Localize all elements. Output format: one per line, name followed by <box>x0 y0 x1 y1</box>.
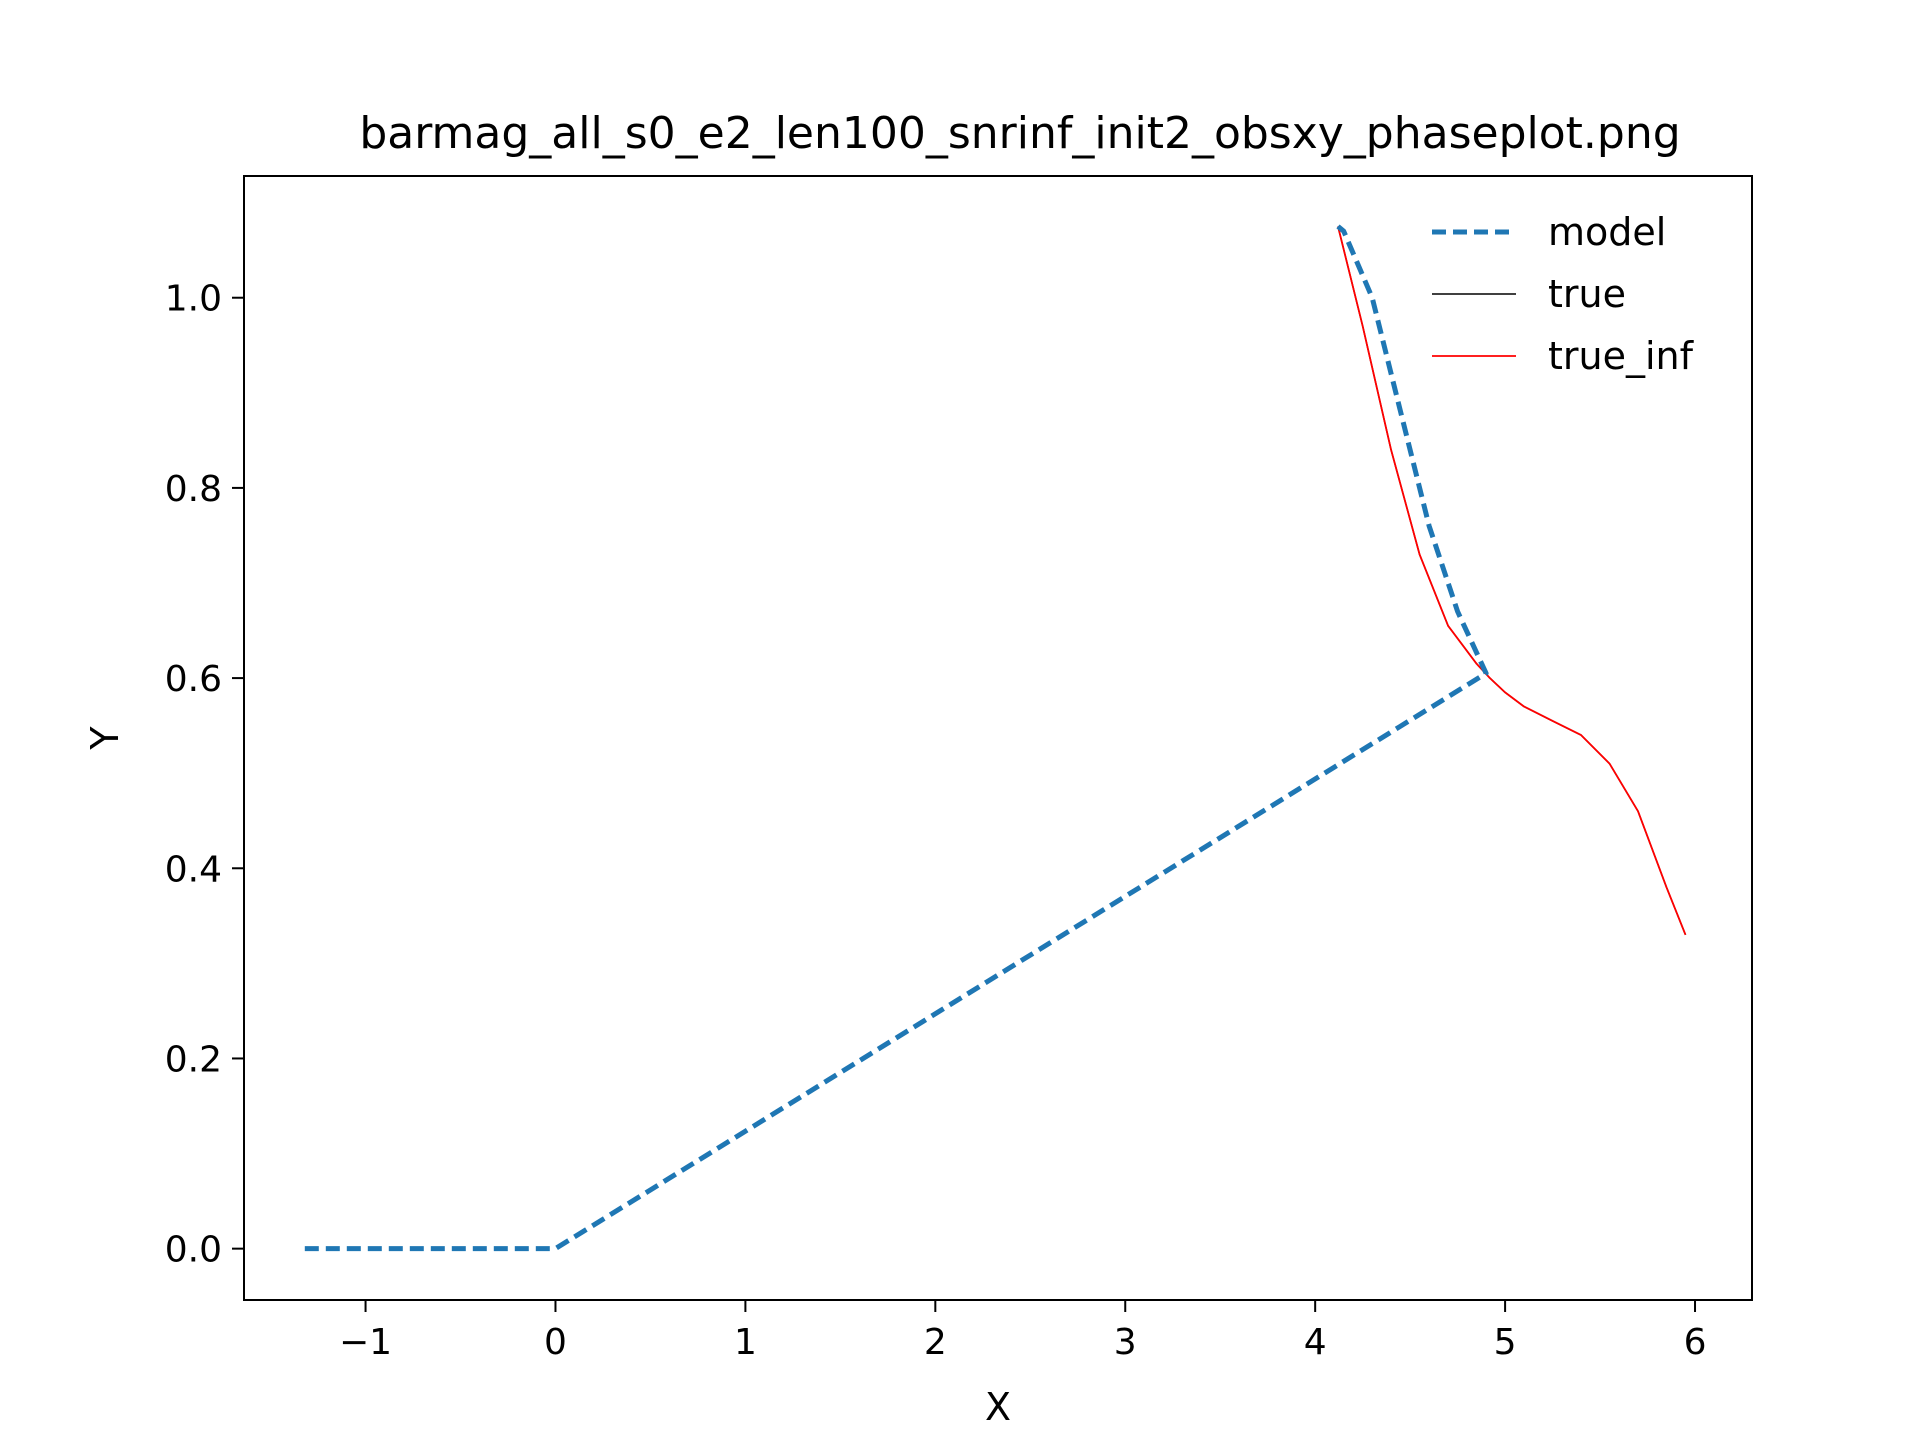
y-tick-label: 0.6 <box>165 659 222 700</box>
y-tick-label: 1.0 <box>165 279 222 320</box>
y-tick-label: 0.4 <box>165 849 222 890</box>
y-axis-label: Y <box>83 726 127 751</box>
plot-lines <box>304 224 1687 1252</box>
x-tick-label: 3 <box>1114 1322 1137 1363</box>
plot-frame <box>243 175 1753 1301</box>
x-tick-label: 0 <box>544 1322 567 1363</box>
x-axis-label: X <box>985 1385 1011 1429</box>
series-line-model <box>304 224 1489 1252</box>
x-tick-label: 2 <box>924 1322 947 1363</box>
y-tick-label: 0.8 <box>165 469 222 510</box>
legend-label-model: model <box>1548 210 1666 254</box>
chart-title: barmag_all_s0_e2_len100_snrinf_init2_obs… <box>359 108 1680 159</box>
x-tick-label: 4 <box>1304 1322 1327 1363</box>
y-tick-label: 0.2 <box>165 1039 222 1080</box>
legend-label-true: true <box>1548 272 1626 316</box>
x-axis-ticks: −1 0 1 2 3 4 5 6 <box>339 1300 1706 1363</box>
x-tick-label: 6 <box>1684 1322 1707 1363</box>
legend-label-true-inf: true_inf <box>1548 334 1695 378</box>
x-tick-label: −1 <box>339 1322 392 1363</box>
x-tick-label: 1 <box>734 1322 757 1363</box>
x-tick-label: 5 <box>1494 1322 1517 1363</box>
series-line-true-inf <box>1337 226 1687 936</box>
y-axis-ticks: 0.0 0.2 0.4 0.6 0.8 1.0 <box>165 279 244 1271</box>
legend: model true true_inf <box>1432 210 1695 378</box>
y-tick-label: 0.0 <box>165 1230 222 1271</box>
